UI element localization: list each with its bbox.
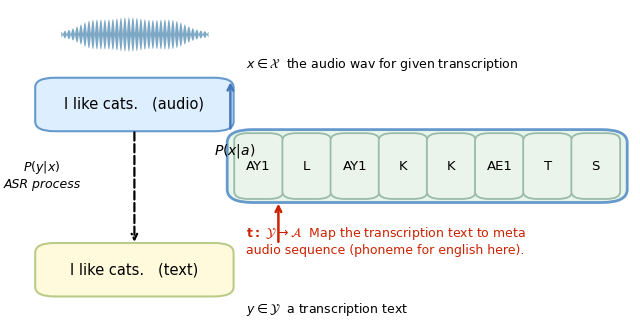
FancyBboxPatch shape [234, 133, 283, 199]
Text: K: K [399, 159, 408, 173]
FancyBboxPatch shape [227, 130, 627, 202]
FancyBboxPatch shape [379, 133, 428, 199]
Text: AY1: AY1 [246, 159, 271, 173]
FancyBboxPatch shape [282, 133, 332, 199]
Text: $x \in \mathcal{X}$  the audio wav for given transcription: $x \in \mathcal{X}$ the audio wav for gi… [246, 56, 519, 73]
FancyBboxPatch shape [330, 133, 380, 199]
Text: S: S [591, 159, 600, 173]
Text: $P(x|a)$: $P(x|a)$ [214, 142, 256, 160]
FancyBboxPatch shape [524, 133, 572, 199]
Text: I like cats.   (audio): I like cats. (audio) [65, 97, 204, 112]
Text: AE1: AE1 [486, 159, 513, 173]
FancyBboxPatch shape [427, 133, 476, 199]
Text: $y \in \mathcal{Y}$  a transcription text: $y \in \mathcal{Y}$ a transcription text [246, 301, 408, 318]
FancyBboxPatch shape [35, 78, 234, 131]
Text: I like cats.   (text): I like cats. (text) [70, 262, 198, 277]
FancyBboxPatch shape [572, 133, 620, 199]
Text: $\mathbf{t}\mathbf{:}\ \mathcal{Y} \rightarrow \mathcal{A}$  Map the transcripti: $\mathbf{t}\mathbf{:}\ \mathcal{Y} \righ… [246, 226, 526, 257]
Text: T: T [543, 159, 552, 173]
Text: $P(y|x)$
ASR process: $P(y|x)$ ASR process [3, 159, 81, 191]
FancyBboxPatch shape [35, 243, 234, 296]
FancyBboxPatch shape [475, 133, 524, 199]
Text: AY1: AY1 [342, 159, 367, 173]
Text: K: K [447, 159, 456, 173]
Text: L: L [303, 159, 310, 173]
